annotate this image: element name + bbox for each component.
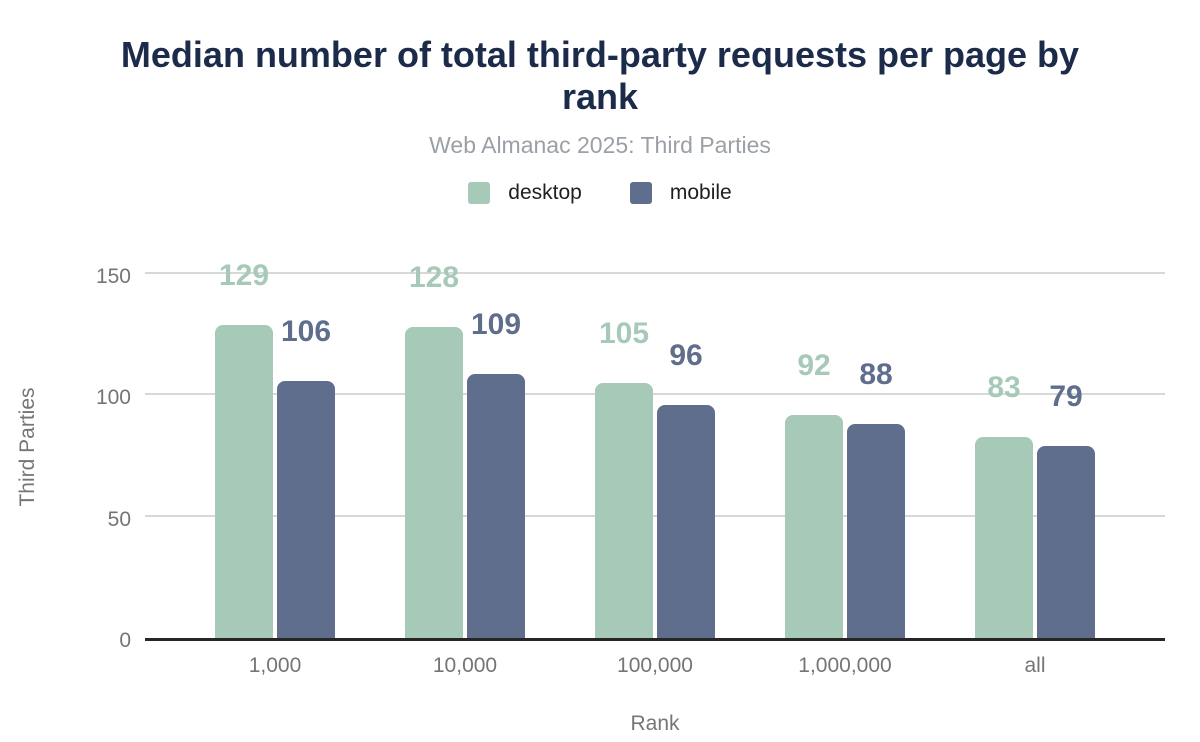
bar-group: 129 106 1,000	[215, 254, 335, 677]
page-root: Median number of total third-party reque…	[0, 34, 1200, 742]
y-tick-label: 50	[107, 507, 131, 531]
value-label-desktop: 92	[797, 348, 831, 382]
bar-group: 83 79 all	[975, 254, 1095, 677]
y-tick-label: 100	[95, 386, 131, 410]
bar-mobile[interactable]	[657, 405, 715, 638]
plot-area: 150 100 50 0 129 106 1,000 128 109 10,000 105 9…	[96, 254, 1165, 677]
bar-column-desktop: 105	[595, 254, 653, 638]
value-label-mobile: 96	[669, 339, 703, 373]
legend-label-desktop: desktop	[508, 180, 582, 204]
x-tick-label: 10,000	[432, 654, 498, 677]
bar-group: 128 109 10,000	[405, 254, 525, 677]
chart-title: Median number of total third-party reque…	[120, 34, 1080, 117]
legend-item-mobile[interactable]: mobile	[629, 180, 732, 205]
mobile-swatch-icon	[629, 181, 652, 204]
bar-mobile[interactable]	[847, 424, 905, 638]
y-tick-label: 0	[119, 629, 131, 652]
gridline-150	[145, 272, 1165, 274]
gridline-100	[145, 393, 1165, 396]
bar-column-desktop: 129	[215, 254, 273, 638]
legend-item-desktop[interactable]: desktop	[468, 181, 582, 205]
bar-desktop[interactable]	[405, 327, 463, 638]
value-label-mobile: 88	[859, 358, 893, 392]
bar-mobile[interactable]	[1037, 446, 1095, 638]
bar-column-mobile: 96	[657, 254, 715, 638]
value-label-desktop: 83	[987, 370, 1021, 404]
bar-desktop[interactable]	[595, 383, 653, 638]
bar-column-desktop: 128	[405, 254, 463, 638]
chart-subtitle: Web Almanac 2025: Third Parties	[429, 131, 771, 158]
legend-label-mobile: mobile	[669, 180, 732, 204]
value-label-mobile: 79	[1049, 380, 1083, 414]
value-label-desktop: 105	[598, 317, 650, 351]
bar-group: 105 96 100,000	[595, 254, 715, 677]
legend: desktop mobile	[0, 181, 1200, 205]
bar-column-desktop: 92	[785, 254, 843, 638]
x-axis-title: Rank	[630, 712, 680, 735]
desktop-swatch-icon	[468, 181, 491, 204]
value-label-mobile: 109	[470, 307, 522, 341]
bar-group: 92 88 1,000,000	[785, 254, 905, 677]
bar-column-mobile: 109	[467, 254, 525, 638]
bar-desktop[interactable]	[215, 324, 273, 638]
bar-mobile[interactable]	[277, 380, 335, 638]
gridline-50	[145, 514, 1165, 517]
bar-groups: 129 106 1,000 128 109 10,000 105 96 100,000 92 88 1…	[145, 254, 1165, 677]
value-label-desktop: 128	[408, 261, 460, 295]
bar-column-mobile: 88	[847, 254, 905, 638]
bar-desktop[interactable]	[975, 436, 1033, 638]
x-tick-label: all	[1024, 654, 1046, 677]
bar-desktop[interactable]	[785, 414, 843, 638]
x-tick-label: 100,000	[617, 654, 693, 677]
value-label-mobile: 106	[280, 314, 332, 348]
bar-mobile[interactable]	[467, 373, 525, 638]
bar-column-desktop: 83	[975, 254, 1033, 638]
bar-column-mobile: 79	[1037, 254, 1095, 638]
y-axis-title: Third Parties	[16, 387, 39, 507]
x-tick-label: 1,000,000	[798, 654, 892, 677]
value-label-desktop: 129	[218, 258, 270, 292]
bar-column-mobile: 106	[277, 254, 335, 638]
y-tick-label: 150	[95, 265, 131, 288]
x-tick-label: 1,000	[248, 654, 302, 677]
